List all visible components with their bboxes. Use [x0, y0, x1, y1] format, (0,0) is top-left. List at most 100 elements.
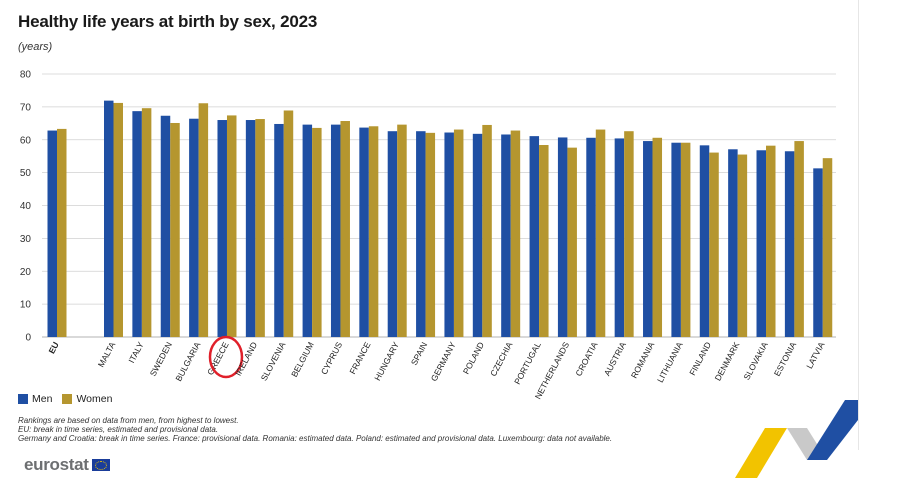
y-tick-label: 0: [25, 333, 31, 344]
bar-men: [444, 132, 454, 337]
bar-women: [170, 122, 180, 337]
decor-blue-stripe: [807, 400, 858, 460]
x-tick-label: FRANCE: [347, 340, 372, 376]
x-tick-label: ROMANIA: [629, 340, 657, 380]
legend-swatch-women: [62, 394, 73, 404]
eurostat-logo: eurostat: [24, 455, 110, 475]
bar-men: [274, 123, 284, 337]
bar-women: [283, 110, 294, 338]
bar-men: [813, 168, 823, 337]
bar-men: [557, 137, 568, 337]
y-tick-label: 30: [20, 234, 32, 245]
legend-label-men: Men: [32, 393, 53, 405]
corner-decoration: [735, 400, 858, 478]
bar-women: [198, 103, 209, 337]
bar-men: [501, 134, 511, 337]
x-tick-label: IRELAND: [233, 340, 259, 377]
bar-women: [368, 126, 379, 338]
y-tick-label: 20: [20, 267, 32, 278]
x-tick-label: PORTUGAL: [512, 340, 543, 386]
bar-women: [624, 131, 634, 337]
bar-women: [141, 108, 152, 337]
bar-women: [397, 124, 407, 337]
bar-women: [567, 147, 577, 337]
y-axis-unit: (years): [18, 41, 53, 53]
x-tick-label: EU: [46, 340, 60, 355]
y-tick-label: 80: [20, 70, 32, 81]
bar-women: [340, 121, 350, 337]
bar-women: [737, 154, 748, 337]
decor-yellow-stripe: [735, 428, 787, 478]
bar-women: [57, 128, 67, 337]
legend-swatch-men: [18, 394, 28, 404]
bar-women: [595, 129, 606, 337]
x-tick-label: BULGARIA: [173, 340, 202, 383]
bar-women: [539, 145, 549, 337]
bar-men: [302, 124, 313, 337]
bar-women: [680, 142, 691, 337]
bar-men: [472, 133, 483, 337]
y-tick-label: 40: [20, 201, 32, 212]
bar-women: [425, 132, 436, 337]
legend-label-women: Women: [76, 393, 113, 405]
x-tick-label: GERMANY: [429, 340, 458, 383]
footnote-ranking: Rankings are based on data from men, fro…: [18, 416, 239, 425]
y-tick-label: 50: [20, 168, 32, 179]
footnotes: Rankings are based on data from men, fro…: [18, 416, 612, 443]
bar-women: [113, 102, 123, 338]
bar-men: [671, 142, 681, 337]
x-tick-label: SLOVAKIA: [742, 340, 770, 382]
x-tick-label: ITALY: [126, 340, 145, 365]
x-tick-label: ESTONIA: [772, 340, 798, 378]
bar-women: [453, 129, 464, 337]
bar-men: [359, 127, 369, 338]
x-tick-label: AUSTRIA: [602, 340, 628, 378]
bar-men: [784, 151, 795, 337]
footnote-countries: Germany and Croatia: break in time serie…: [18, 434, 613, 443]
bar-men: [416, 131, 426, 337]
x-tick-label: CZECHIA: [488, 340, 514, 378]
highlight-circle: [208, 335, 244, 379]
x-tick-label: HUNGARY: [372, 340, 401, 382]
bar-men: [245, 120, 256, 338]
x-tick-label: SWEDEN: [148, 340, 174, 378]
x-tick-label: SPAIN: [409, 340, 430, 367]
bar-men: [614, 138, 625, 337]
logo-text: eurostat: [24, 455, 89, 474]
y-tick-label: 70: [20, 102, 32, 113]
y-tick-label: 60: [20, 135, 32, 146]
x-tick-label: LATVIA: [804, 340, 826, 370]
chart-title: Healthy life years at birth by sex, 2023: [18, 12, 318, 31]
bar-men: [132, 111, 142, 338]
bar-men: [699, 145, 710, 337]
bar-women: [226, 115, 237, 337]
bar-men: [47, 130, 57, 337]
bar-men: [330, 124, 341, 337]
x-tick-label: CROATIA: [573, 340, 599, 378]
bar-men: [728, 149, 738, 337]
x-tick-label: BELGIUM: [289, 340, 316, 378]
bar-women: [766, 145, 776, 337]
legend-item-men: Men: [18, 393, 52, 405]
bar-men: [529, 136, 540, 337]
bar-men: [643, 141, 653, 337]
chart-panel: Healthy life years at birth by sex, 2023…: [18, 0, 859, 450]
x-tick-label: DENMARK: [713, 340, 742, 383]
bar-men: [217, 120, 227, 338]
bar-men: [104, 100, 114, 337]
footnote-eu: EU: break in time series, estimated and …: [18, 425, 219, 434]
bar-women: [482, 124, 492, 337]
bar-men: [160, 115, 171, 337]
bar-women: [794, 141, 804, 337]
x-tick-label: CYPRUS: [319, 340, 345, 376]
bar-men: [189, 118, 199, 338]
legend: Men Women: [18, 393, 122, 405]
x-tick-label: MALTA: [96, 340, 118, 369]
bar-chart: 0 10 20 30 40 50 60 70 80 EU MALTA ITALY SWEDEN BULGA…: [20, 70, 836, 400]
x-tick-label: LITHUANIA: [655, 340, 685, 384]
x-tick-label: SLOVENIA: [259, 340, 288, 383]
bar-women: [312, 127, 322, 337]
bar-men: [387, 131, 398, 337]
bar-women: [652, 137, 663, 337]
bar-women: [255, 119, 265, 337]
